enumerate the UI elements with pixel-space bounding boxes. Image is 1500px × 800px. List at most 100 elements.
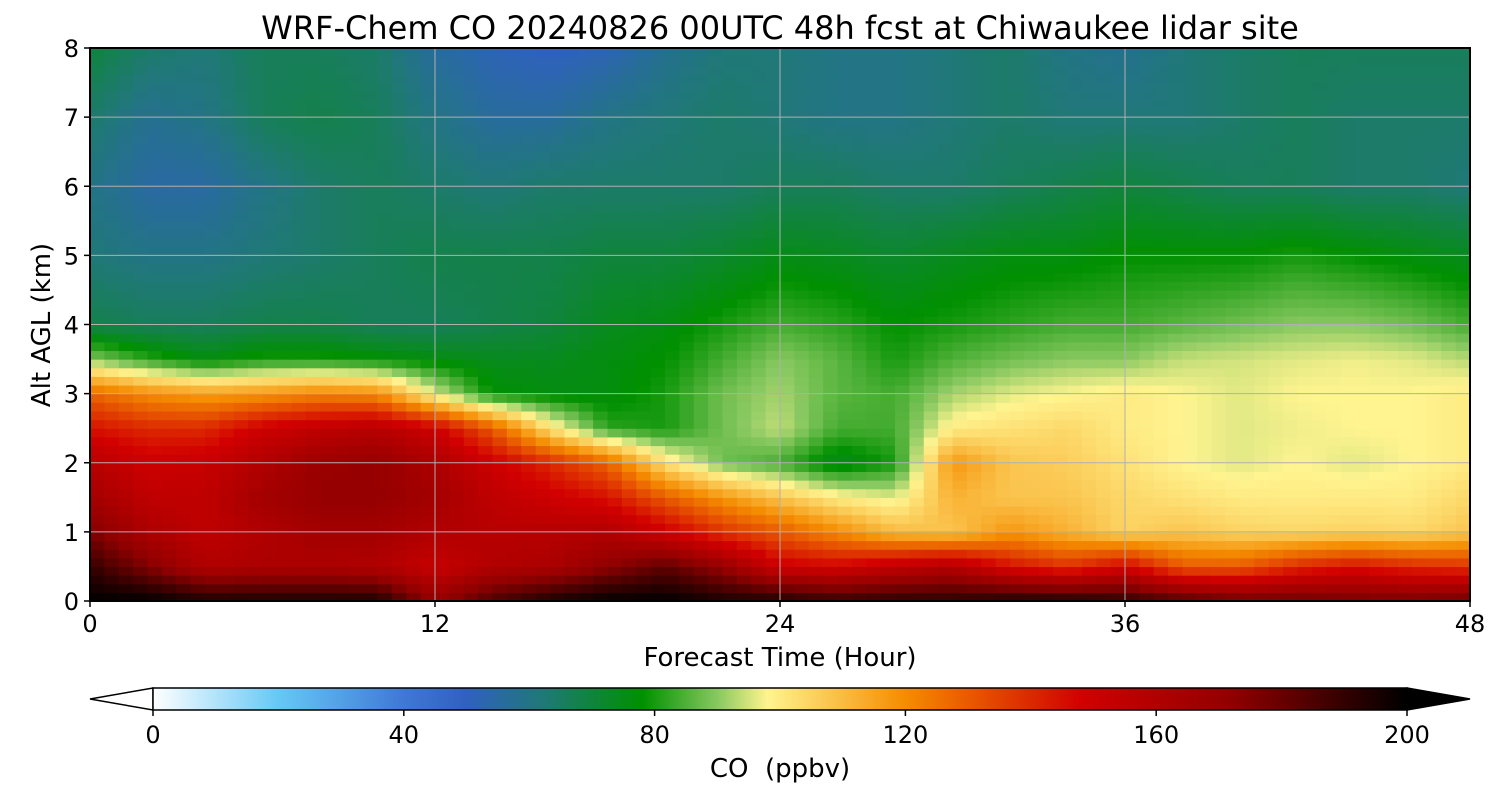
heatmap-cell [765, 428, 781, 438]
heatmap-cell [895, 428, 910, 438]
heatmap-cell [607, 471, 623, 481]
heatmap-cell [1196, 549, 1212, 559]
heatmap-cell [736, 350, 752, 360]
heatmap-cell [1153, 393, 1169, 403]
heatmap-cell [233, 246, 249, 256]
heatmap-cell [1426, 186, 1442, 196]
heatmap-cell [1182, 531, 1198, 542]
heatmap-cell [334, 367, 350, 377]
heatmap-cell [1326, 177, 1342, 187]
heatmap-cell [607, 160, 623, 170]
heatmap-cell [708, 549, 724, 559]
heatmap-cell [866, 281, 882, 291]
heatmap-cell [1398, 557, 1414, 568]
heatmap-cell [952, 393, 968, 403]
heatmap-cell [1182, 540, 1198, 550]
heatmap-cell [449, 151, 465, 161]
heatmap-cell [420, 592, 436, 602]
heatmap-cell [1455, 471, 1471, 481]
heatmap-cell [449, 497, 465, 507]
heatmap-cell [866, 549, 882, 559]
heatmap-cell [1268, 410, 1284, 421]
heatmap-cell [1168, 428, 1184, 438]
heatmap-cell [578, 393, 594, 403]
heatmap-cell [550, 549, 565, 559]
heatmap-cell [938, 505, 954, 516]
heatmap-cell [880, 298, 896, 308]
heatmap-cell [981, 471, 997, 481]
heatmap-cell [650, 220, 666, 231]
heatmap-cell [1355, 168, 1370, 179]
heatmap-cell [1268, 523, 1284, 533]
heatmap-cell [995, 540, 1011, 550]
heatmap-cell [1010, 168, 1025, 179]
heatmap-cell [1240, 428, 1255, 438]
heatmap-cell [981, 436, 997, 447]
heatmap-cell [1067, 419, 1083, 429]
heatmap-cell [377, 540, 393, 550]
heatmap-cell [1139, 549, 1155, 559]
heatmap-cell [751, 393, 767, 403]
heatmap-cell [780, 462, 795, 472]
heatmap-cell [995, 419, 1011, 429]
heatmap-cell [521, 583, 537, 593]
heatmap-cell [995, 531, 1011, 542]
heatmap-cell [1081, 583, 1097, 593]
heatmap-cell [1010, 264, 1025, 274]
heatmap-cell [1340, 410, 1356, 421]
heatmap-cell [1196, 436, 1212, 447]
heatmap-cell [1383, 514, 1399, 524]
heatmap-cell [665, 557, 680, 568]
heatmap-cell [1254, 497, 1270, 507]
heatmap-cell [808, 307, 824, 317]
heatmap-cell [1311, 220, 1327, 231]
heatmap-cell [1283, 540, 1299, 550]
heatmap-cell [1153, 583, 1169, 593]
heatmap-cell [233, 566, 249, 576]
heatmap-cell [1153, 186, 1169, 196]
heatmap-cell [593, 246, 609, 256]
heatmap-cell [1311, 462, 1327, 472]
heatmap-cell [1240, 229, 1255, 239]
heatmap-cell [1326, 194, 1342, 205]
heatmap-cell [104, 272, 120, 282]
heatmap-cell [1182, 186, 1198, 196]
heatmap-cell [550, 333, 565, 343]
heatmap-cell [736, 557, 752, 568]
heatmap-cell [363, 419, 379, 429]
heatmap-cell [291, 359, 307, 369]
heatmap-cell [233, 445, 249, 455]
heatmap-cell [1110, 419, 1126, 429]
heatmap-cell [133, 298, 149, 308]
heatmap-cell [1053, 298, 1069, 308]
heatmap-cell [923, 281, 939, 291]
heatmap-cell [449, 194, 465, 205]
heatmap-cell [320, 531, 335, 542]
heatmap-cell [161, 402, 177, 412]
heatmap-cell [147, 462, 163, 472]
heatmap-cell [550, 307, 565, 317]
heatmap-cell [1441, 592, 1457, 602]
heatmap-cell [1125, 566, 1140, 576]
heatmap-cell [190, 272, 206, 282]
heatmap-cell [205, 359, 220, 369]
heatmap-cell [995, 246, 1011, 256]
heatmap-cell [176, 445, 192, 455]
heatmap-cell [564, 480, 580, 490]
heatmap-cell [765, 454, 781, 464]
heatmap-cell [923, 549, 939, 559]
heatmap-cell [780, 471, 795, 481]
heatmap-cell [1110, 566, 1126, 576]
heatmap-cell [334, 341, 350, 352]
heatmap-cell [1340, 177, 1356, 187]
heatmap-cell [205, 514, 220, 524]
heatmap-cell [305, 488, 321, 498]
heatmap-cell [621, 272, 637, 282]
heatmap-cell [621, 341, 637, 352]
heatmap-cell [564, 436, 580, 447]
heatmap-cell [391, 566, 407, 576]
heatmap-cell [161, 255, 177, 265]
heatmap-cell [564, 419, 580, 429]
heatmap-cell [478, 454, 494, 464]
heatmap-cell [1110, 255, 1126, 265]
